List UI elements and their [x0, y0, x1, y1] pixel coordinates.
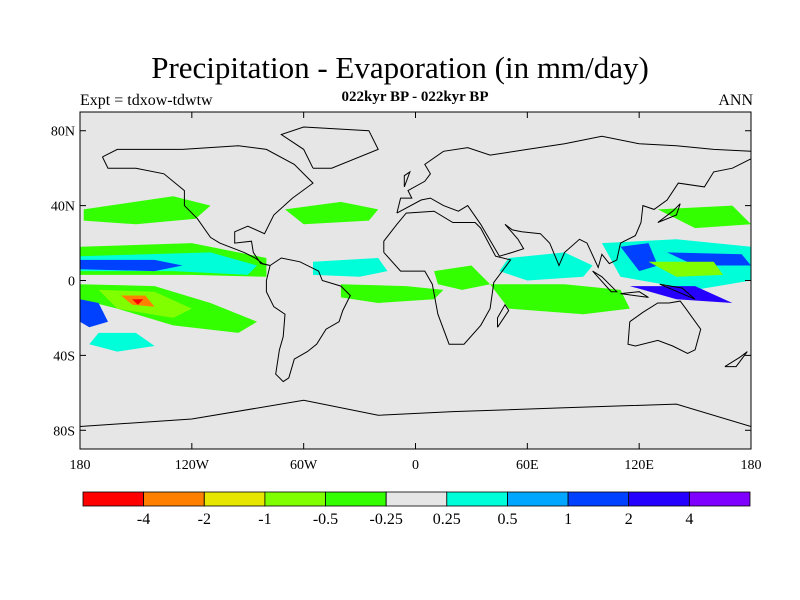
region-nw-pacific-blue: [667, 252, 751, 266]
coastline-segment: [101, 145, 314, 266]
colorbar-label: 4: [685, 511, 693, 528]
region-africa-green: [434, 265, 491, 290]
colorbar-swatch: [143, 491, 205, 507]
region-atlantic-itcz: [313, 258, 388, 277]
colorbar-swatch: [446, 491, 508, 507]
colorbar-swatch: [325, 491, 387, 507]
coastline-segment: [265, 257, 351, 383]
lat-tick-label: 0: [68, 275, 75, 290]
coastline-segment: [280, 126, 379, 169]
coastline-segment: [724, 351, 748, 368]
region-n-atlantic-green: [285, 201, 379, 225]
coastline-segment: [383, 210, 512, 345]
chart-title: Precipitation - Evaporation (in mm/day): [151, 50, 649, 85]
lat-tick-label: 80S: [53, 424, 75, 439]
lat-tick-label: 40N: [51, 200, 75, 215]
colorbar-swatch: [203, 491, 266, 507]
region-spcz-red: [132, 299, 144, 305]
lon-tick-label: 0: [412, 458, 419, 473]
experiment-label: Expt = tdxow-tdwtw: [80, 92, 213, 109]
region-s-atlantic-green: [340, 284, 444, 303]
chart-subtitle: 022kyr BP - 022kyr BP: [341, 89, 489, 105]
coastline-segment: [627, 300, 702, 355]
coastline-segment: [396, 135, 751, 269]
coastline-segment: [403, 170, 411, 188]
region-sw-pacific-blue: [80, 299, 108, 328]
lon-tick-label: 120W: [175, 458, 210, 473]
colorbar-swatch: [507, 491, 569, 507]
coastline-segment: [620, 291, 649, 298]
map-background: [80, 112, 751, 449]
colorbar-swatch: [689, 491, 751, 507]
lat-tick-label: 80N: [51, 125, 75, 140]
colorbar-label: 2: [625, 511, 633, 528]
contour-regions: [80, 196, 751, 352]
colorbar-swatch: [264, 491, 326, 507]
region-maritime-blue: [629, 286, 733, 303]
region-n-pacific-band: [83, 196, 211, 225]
colorbar-label: 0.25: [433, 511, 461, 528]
colorbar: -4 -2 -1 -0.5 -0.25 0.25 0.5 1 2 4: [82, 491, 751, 528]
coastline-segment: [80, 399, 751, 427]
colorbar-label: -0.25: [370, 511, 403, 528]
colorbar-swatch: [628, 491, 690, 507]
coastline-segment: [657, 203, 681, 223]
lon-tick-label: 180: [70, 458, 91, 473]
coastline-segment: [592, 270, 619, 293]
coastline-segment: [497, 303, 510, 328]
lon-tick-label: 120E: [624, 458, 654, 473]
region-nw-pacific-yellow: [648, 261, 723, 277]
coastline-segment: [659, 283, 696, 300]
colorbar-label: -2: [198, 511, 211, 528]
colorbar-swatch: [385, 491, 448, 507]
colorbar-label: -1: [258, 511, 271, 528]
axis-ticks: 80N 40N 0 40S 80S 180 120W 60W 0 60E 120E 180: [51, 112, 762, 473]
region-s-pacific-cyan: [89, 332, 155, 352]
colorbar-label: -4: [137, 511, 150, 528]
lon-tick-label: 60E: [516, 458, 539, 473]
region-indian-ocean-green: [490, 284, 630, 315]
colorbar-label: 0.5: [498, 511, 518, 528]
region-pacific-itcz-blue: [80, 259, 183, 272]
lon-tick-label: 60W: [290, 458, 318, 473]
region-kuroshio-green: [657, 205, 751, 229]
lon-tick-label: 180: [741, 458, 762, 473]
colorbar-label: 1: [564, 511, 572, 528]
season-label: ANN: [718, 92, 753, 109]
coastlines: [80, 126, 751, 427]
region-indian-ocean-cyan: [499, 252, 593, 281]
colorbar-swatch: [82, 491, 144, 507]
colorbar-swatch: [567, 491, 630, 507]
lat-tick-label: 40S: [53, 349, 75, 364]
colorbar-label: -0.5: [313, 511, 338, 528]
region-warm-pool-blue: [620, 243, 658, 272]
